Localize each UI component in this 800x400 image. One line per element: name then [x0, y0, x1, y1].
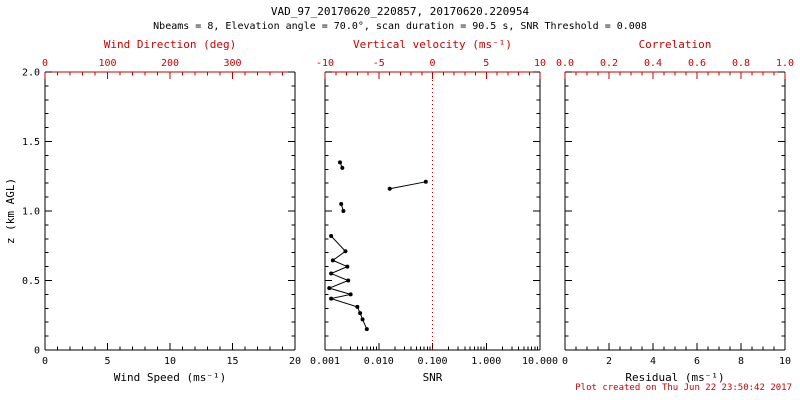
x-tick-label: 10: [164, 356, 176, 367]
x-axis-top-title: Wind Direction (deg): [104, 38, 236, 51]
profile-line: [389, 181, 426, 190]
y-axis: 0 0.5 1.0 1.5 2.0 z (km AGL): [4, 68, 295, 357]
data-point: [348, 292, 353, 297]
data-point: [358, 311, 363, 316]
series-snr-profile: [327, 160, 428, 332]
x-axis-top: -10 -5 0 5 10 Vertical velocity (ms⁻¹): [316, 38, 546, 79]
data-point: [364, 327, 369, 332]
profile-line: [327, 235, 368, 330]
x-top-tick-label: 0.4: [644, 58, 662, 69]
x-tick-label: 0.001: [310, 356, 340, 367]
plot-title: VAD_97_20170620_220857, 20170620.220954: [270, 5, 530, 18]
data-point: [387, 186, 392, 191]
y-tick-label: 1.5: [22, 137, 40, 148]
data-point: [360, 317, 365, 322]
x-tick-label: 2: [606, 356, 612, 367]
data-point: [327, 286, 332, 291]
x-top-tick-label: 0.8: [732, 58, 750, 69]
x-tick-label: 10.000: [522, 356, 558, 367]
y-axis-title: z (km AGL): [4, 178, 17, 244]
panel-snr: 0.001 0.010 0.100 1.000 10.000 SNR -10 -5 0 5 10 Ve…: [310, 38, 558, 384]
y-axis: [325, 71, 540, 351]
data-point: [341, 209, 346, 213]
data-point: [329, 296, 334, 301]
x-axis-bottom-title: Residual (ms⁻¹): [625, 371, 724, 384]
data-point: [329, 234, 334, 239]
x-tick-label: 0.010: [364, 356, 394, 367]
x-top-tick-label: 5: [483, 58, 489, 69]
data-point: [337, 160, 342, 165]
panel-wind-speed: 0 5 10 15 20 Wind Speed (ms⁻¹) 0 100 200 300 Wind …: [4, 38, 301, 384]
x-axis-top-title: Vertical velocity (ms⁻¹): [353, 38, 512, 51]
panel-residual: 0 2 4 6 8 10 Residual (ms⁻¹) 0.0 0.2 0.4 0.6 0.8 1.0…: [556, 38, 794, 384]
x-top-tick-label: -5: [373, 58, 385, 69]
x-axis-top: 0.0 0.2 0.4 0.6 0.8 1.0 Correlation: [556, 38, 794, 79]
data-point: [423, 179, 428, 184]
x-tick-label: 0.100: [417, 356, 447, 367]
y-tick-label: 1.0: [22, 207, 40, 218]
x-top-tick-label: -10: [316, 58, 334, 69]
data-point: [355, 304, 360, 309]
data-point: [340, 165, 345, 170]
data-point: [339, 202, 344, 207]
x-axis-bottom-title: Wind Speed (ms⁻¹): [114, 371, 227, 384]
x-axis-top-title: Correlation: [639, 38, 712, 51]
x-tick-label: 8: [738, 356, 744, 367]
y-axis: [565, 71, 785, 351]
x-top-tick-label: 0.6: [688, 58, 706, 69]
x-tick-label: 6: [694, 356, 700, 367]
x-top-tick-label: 0: [42, 58, 48, 69]
y-tick-label: 2.0: [22, 68, 40, 79]
y-tick-label: 0.5: [22, 276, 40, 287]
x-tick-label: 4: [650, 356, 656, 367]
x-top-tick-label: 10: [534, 58, 546, 69]
x-axis-bottom-title: SNR: [423, 371, 443, 384]
x-tick-label: 5: [104, 356, 110, 367]
x-top-tick-label: 0: [429, 58, 435, 69]
x-tick-label: 0: [562, 356, 568, 367]
x-tick-label: 10: [779, 356, 791, 367]
x-tick-label: 1.000: [471, 356, 501, 367]
data-point: [330, 258, 335, 263]
x-axis-bottom: 0.001 0.010 0.100 1.000 10.000 SNR: [310, 343, 558, 384]
data-point: [343, 249, 348, 254]
x-top-tick-label: 1.0: [776, 58, 794, 69]
x-axis-bottom: 0 2 4 6 8 10 Residual (ms⁻¹): [562, 343, 791, 384]
data-point: [345, 264, 350, 269]
x-top-tick-label: 300: [223, 58, 241, 69]
data-point: [329, 271, 334, 276]
x-top-tick-label: 200: [161, 58, 179, 69]
plot-created-timestamp: Plot created on Thu Jun 22 23:50:42 2017: [575, 383, 792, 393]
x-tick-label: 0: [42, 356, 48, 367]
x-top-tick-label: 0.2: [600, 58, 618, 69]
x-tick-label: 20: [289, 356, 301, 367]
plot-subtitle: Nbeams = 8, Elevation angle = 70.0°, sca…: [153, 21, 647, 32]
y-tick-label: 0: [34, 346, 40, 357]
x-top-tick-label: 100: [98, 58, 116, 69]
data-point: [346, 278, 351, 283]
x-tick-label: 15: [226, 356, 238, 367]
x-axis-bottom: 0 5 10 15 20 Wind Speed (ms⁻¹): [42, 343, 301, 384]
x-top-tick-label: 0.0: [556, 58, 574, 69]
x-axis-top: 0 100 200 300 Wind Direction (deg): [42, 38, 283, 79]
